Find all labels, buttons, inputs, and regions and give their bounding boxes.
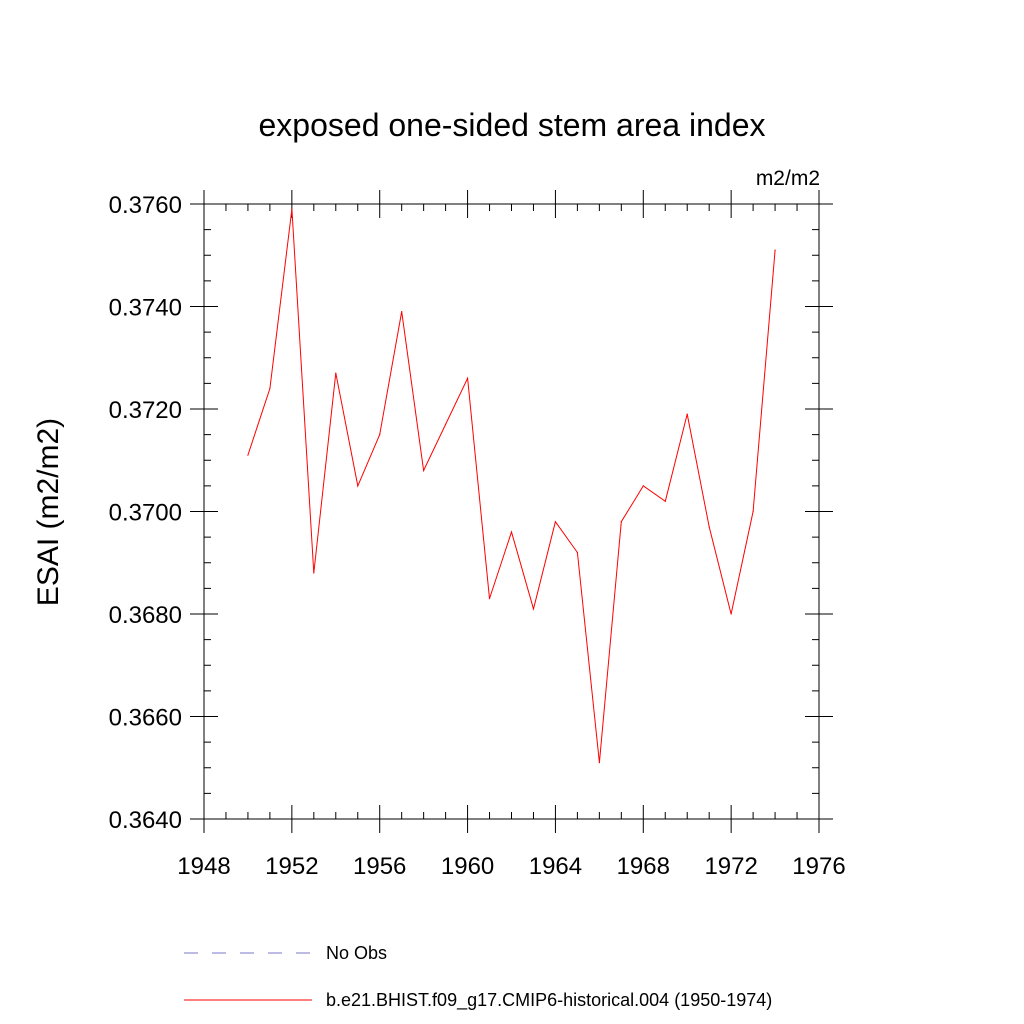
data-point (510, 531, 513, 533)
series-line (247, 209, 776, 763)
data-point (708, 526, 710, 528)
x-tick-label: 1952 (265, 853, 318, 880)
data-point (335, 372, 337, 374)
data-point (357, 485, 359, 487)
y-tick-label: 0.3700 (109, 500, 182, 527)
data-point (401, 311, 403, 313)
data-point (642, 485, 644, 487)
y-tick-label: 0.3680 (109, 602, 182, 629)
y-axis-label: ESAI (m2/m2) (32, 418, 65, 606)
data-point (664, 500, 666, 502)
data-point (598, 762, 600, 764)
data-point (554, 521, 557, 523)
legend-label: b.e21.BHIST.f09_g17.CMIP6-historical.004… (326, 990, 772, 1011)
series-layer (247, 208, 776, 764)
data-point (466, 377, 469, 379)
data-point (620, 521, 622, 523)
x-tick-label: 1964 (529, 853, 582, 880)
axis-ticks (190, 190, 833, 833)
y-tick-label: 0.3720 (109, 397, 182, 424)
data-point (488, 598, 491, 600)
data-point (532, 608, 535, 610)
data-point (379, 434, 381, 436)
data-point (423, 469, 425, 472)
legend: No Obs b.e21.BHIST.f09_g17.CMIP6-historic… (184, 943, 772, 1011)
y-tick-label: 0.3760 (109, 192, 182, 219)
x-tick-labels: 1948 1952 1956 1960 1964 1968 1972 1976 (177, 853, 845, 880)
x-tick-label: 1976 (792, 853, 845, 880)
chart-title: exposed one-sided stem area index (259, 107, 766, 143)
data-point (313, 572, 315, 574)
y-tick-label: 0.3640 (109, 807, 182, 834)
x-tick-label: 1948 (177, 853, 230, 880)
data-point (752, 510, 754, 513)
y-tick-label: 0.3740 (109, 295, 182, 322)
data-point (576, 551, 578, 554)
y-tick-label: 0.3660 (109, 705, 182, 732)
x-tick-label: 1972 (704, 853, 757, 880)
data-point (774, 249, 776, 251)
units-label: m2/m2 (756, 167, 820, 190)
data-point (686, 413, 688, 415)
data-point (445, 423, 447, 425)
y-tick-labels: 0.3640 0.3660 0.3680 0.3700 0.3720 0.3740 0.37… (109, 192, 182, 834)
plot-frame (203, 203, 820, 820)
data-point (269, 387, 271, 390)
x-tick-label: 1956 (353, 853, 406, 880)
data-point (247, 454, 249, 456)
x-tick-label: 1960 (441, 853, 494, 880)
data-point (291, 208, 293, 210)
data-point (730, 613, 732, 615)
legend-label: No Obs (326, 943, 387, 963)
x-tick-label: 1968 (617, 853, 670, 880)
